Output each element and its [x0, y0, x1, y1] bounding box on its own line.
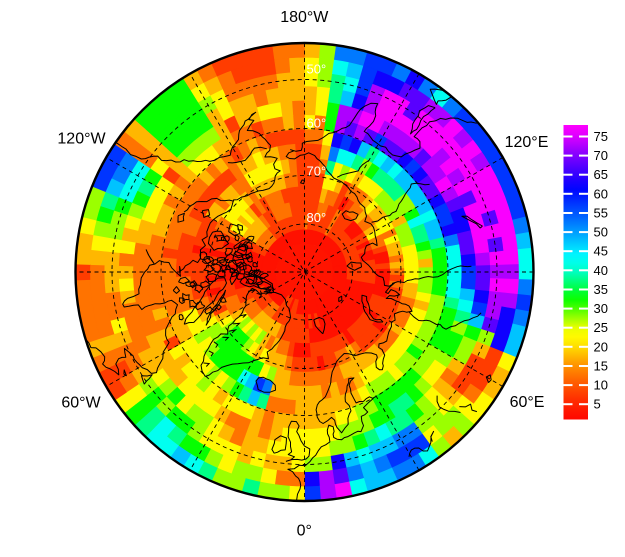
svg-text:10: 10 — [594, 378, 608, 393]
svg-text:5: 5 — [594, 397, 601, 412]
svg-text:75: 75 — [594, 129, 608, 144]
svg-text:40: 40 — [594, 263, 608, 278]
svg-text:65: 65 — [594, 167, 608, 182]
svg-text:60: 60 — [594, 186, 608, 201]
svg-text:20: 20 — [594, 339, 608, 354]
svg-text:35: 35 — [594, 282, 608, 297]
svg-text:120°W: 120°W — [57, 131, 106, 148]
svg-text:30: 30 — [594, 301, 608, 316]
svg-text:60°W: 60°W — [61, 395, 101, 412]
svg-text:70°: 70° — [307, 164, 327, 179]
svg-text:180°W: 180°W — [280, 9, 329, 26]
svg-text:0°: 0° — [297, 523, 312, 540]
svg-text:50: 50 — [594, 225, 608, 240]
svg-text:45: 45 — [594, 244, 608, 259]
svg-text:80°: 80° — [307, 210, 327, 225]
svg-text:120°E: 120°E — [505, 134, 549, 151]
svg-text:50°: 50° — [307, 62, 327, 77]
svg-text:70: 70 — [594, 148, 608, 163]
svg-text:55: 55 — [594, 206, 608, 221]
svg-text:60°E: 60°E — [510, 394, 545, 411]
svg-text:25: 25 — [594, 320, 608, 335]
svg-text:15: 15 — [594, 359, 608, 374]
svg-text:60°: 60° — [307, 116, 327, 131]
